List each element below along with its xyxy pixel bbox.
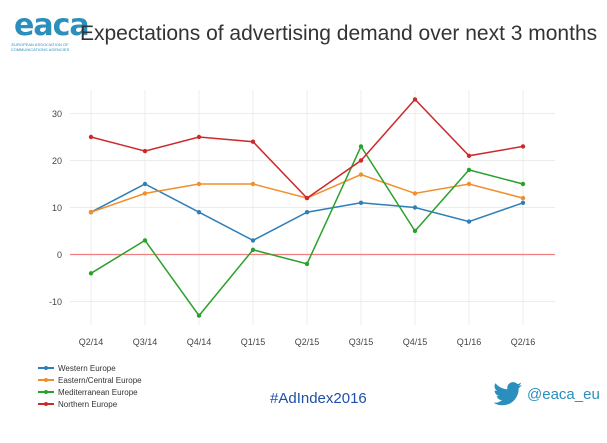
data-point — [196, 210, 202, 215]
data-point — [250, 247, 256, 252]
y-tick-label: 10 — [52, 203, 62, 213]
legend-label: Northern Europe — [58, 399, 118, 409]
data-point — [520, 144, 526, 149]
data-point — [196, 181, 202, 187]
chart-legend: Western Europe Eastern/Central Europe Medi… — [38, 362, 142, 410]
y-tick-label: 0 — [57, 250, 62, 260]
data-point — [412, 97, 418, 102]
twitter-handle[interactable]: @eaca_eu — [527, 385, 600, 403]
twitter-badge[interactable]: @eaca_eu — [493, 382, 600, 406]
data-point — [466, 153, 472, 158]
data-point — [466, 167, 472, 173]
data-point — [412, 205, 418, 210]
data-point — [142, 191, 148, 196]
line-chart: -10 0 10 20 30 Q2/14 Q3/14 Q4/14 Q1/15 Q2/15 Q3/15… — [49, 90, 555, 347]
data-point — [412, 228, 418, 234]
data-point — [520, 181, 526, 187]
legend-item: Northern Europe — [38, 398, 142, 410]
data-point — [358, 158, 364, 163]
data-point — [412, 191, 418, 196]
logo-subtitle: EUROPEAN ASSOCIATION OF COMMUNICATIONS A… — [10, 42, 70, 52]
data-point — [250, 181, 256, 187]
data-point — [466, 181, 472, 187]
chart-title: Expectations of advertising demand over … — [80, 22, 598, 45]
y-tick-label: 20 — [52, 156, 62, 166]
x-tick-label: Q2/16 — [511, 337, 536, 347]
data-point — [520, 200, 526, 205]
data-point — [304, 195, 310, 201]
twitter-bird-icon — [493, 382, 522, 406]
legend-item: Eastern/Central Europe — [38, 374, 142, 386]
x-tick-label: Q3/15 — [349, 337, 374, 347]
data-point — [304, 210, 310, 215]
logo-mark: eaca — [14, 8, 90, 43]
legend-swatch-marker — [44, 378, 48, 382]
legend-label: Eastern/Central Europe — [58, 375, 142, 385]
legend-item: Mediterranean Europe — [38, 386, 142, 398]
legend-label: Western Europe — [58, 363, 116, 373]
y-tick-label: -10 — [49, 297, 62, 307]
data-point — [358, 144, 364, 149]
legend-swatch — [38, 364, 54, 372]
legend-swatch — [38, 376, 54, 384]
x-tick-label: Q4/14 — [187, 337, 212, 347]
eaca-logo: eaca EUROPEAN ASSOCIATION OF COMMUNICATI… — [8, 8, 90, 58]
data-point — [304, 261, 310, 267]
data-point — [142, 238, 148, 243]
data-point — [88, 271, 94, 276]
legend-swatch-marker — [44, 402, 48, 406]
x-tick-label: Q1/15 — [241, 337, 266, 347]
data-point — [466, 219, 472, 224]
data-point — [196, 313, 202, 318]
data-point — [520, 195, 526, 201]
legend-label: Mediterranean Europe — [58, 387, 138, 397]
data-point — [142, 148, 148, 154]
hashtag-label: #AdIndex2016 — [270, 390, 367, 407]
x-tick-label: Q2/14 — [79, 337, 104, 347]
legend-item: Western Europe — [38, 362, 142, 374]
x-tick-label: Q2/15 — [295, 337, 320, 347]
data-point — [142, 181, 148, 187]
data-point — [196, 134, 202, 140]
data-point — [250, 238, 256, 243]
data-point — [250, 139, 256, 144]
y-tick-label: 30 — [52, 109, 62, 119]
data-point — [358, 200, 364, 205]
legend-swatch-marker — [44, 366, 48, 370]
x-tick-label: Q4/15 — [403, 337, 428, 347]
data-point — [88, 134, 94, 140]
data-point — [88, 210, 94, 215]
data-point — [358, 172, 364, 177]
legend-swatch — [38, 400, 54, 408]
x-tick-label: Q1/16 — [457, 337, 482, 347]
x-tick-label: Q3/14 — [133, 337, 158, 347]
legend-swatch-marker — [44, 390, 48, 394]
legend-swatch — [38, 388, 54, 396]
